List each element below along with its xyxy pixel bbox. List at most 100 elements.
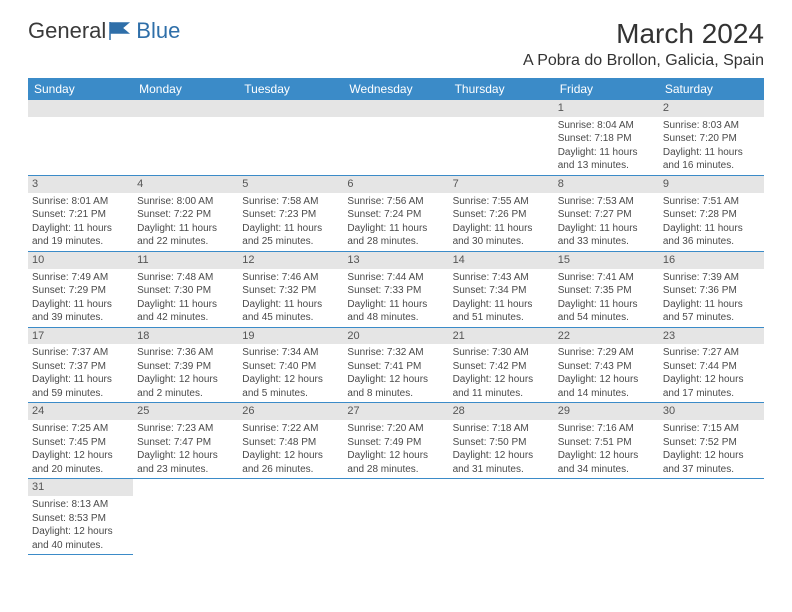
- daylight-line-1: Daylight: 11 hours: [558, 146, 655, 160]
- daylight-line-1: Daylight: 12 hours: [453, 373, 550, 387]
- calendar-cell: 29Sunrise: 7:16 AMSunset: 7:51 PMDayligh…: [554, 403, 659, 479]
- day-number: 1: [554, 100, 659, 117]
- calendar-cell: 18Sunrise: 7:36 AMSunset: 7:39 PMDayligh…: [133, 327, 238, 403]
- sunset-line: Sunset: 7:32 PM: [242, 284, 339, 298]
- calendar-row: 3Sunrise: 8:01 AMSunset: 7:21 PMDaylight…: [28, 175, 764, 251]
- sunset-line: Sunset: 7:37 PM: [32, 360, 129, 374]
- flag-icon: [108, 20, 136, 42]
- day-header: Tuesday: [238, 78, 343, 100]
- cell-content: Sunrise: 7:36 AMSunset: 7:39 PMDaylight:…: [133, 344, 238, 402]
- daylight-line-2: and 17 minutes.: [663, 387, 760, 401]
- sunrise-line: Sunrise: 8:01 AM: [32, 195, 129, 209]
- day-number: 8: [554, 176, 659, 193]
- cell-content: Sunrise: 7:18 AMSunset: 7:50 PMDaylight:…: [449, 420, 554, 478]
- calendar-cell: 30Sunrise: 7:15 AMSunset: 7:52 PMDayligh…: [659, 403, 764, 479]
- daylight-line-1: Daylight: 11 hours: [558, 298, 655, 312]
- daylight-line-1: Daylight: 11 hours: [663, 222, 760, 236]
- sunrise-line: Sunrise: 7:37 AM: [32, 346, 129, 360]
- daylight-line-2: and 2 minutes.: [137, 387, 234, 401]
- daylight-line-1: Daylight: 12 hours: [663, 373, 760, 387]
- calendar-row: 10 Sunrise: 7:49 AMSunset: 7:29 PM Dayligh…: [28, 251, 764, 327]
- daylight-line-1: Daylight: 11 hours: [453, 222, 550, 236]
- calendar-cell: 25Sunrise: 7:23 AMSunset: 7:47 PMDayligh…: [133, 403, 238, 479]
- calendar-row: 31Sunrise: 8:13 AMSunset: 8:53 PMDayligh…: [28, 479, 764, 555]
- daylight-line-2: and 42 minutes.: [137, 311, 234, 325]
- daylight-line-1: Daylight: 11 hours: [663, 298, 760, 312]
- sunrise-line: Sunrise: 7:49 AM: [32, 271, 129, 285]
- calendar-cell: 15Sunrise: 7:41 AMSunset: 7:35 PMDayligh…: [554, 251, 659, 327]
- daylight-line-2: and 45 minutes.: [242, 311, 339, 325]
- sunrise-line: Sunrise: 7:23 AM: [137, 422, 234, 436]
- sunrise-line: Sunrise: 7:53 AM: [558, 195, 655, 209]
- calendar-cell: 31Sunrise: 8:13 AMSunset: 8:53 PMDayligh…: [28, 479, 133, 555]
- sunrise-line: Sunrise: 7:25 AM: [32, 422, 129, 436]
- cell-content: Sunrise: 7:37 AMSunset: 7:37 PMDaylight:…: [28, 344, 133, 402]
- daylight-line-1: Daylight: 12 hours: [32, 525, 129, 539]
- sunrise-line: Sunrise: 7:41 AM: [558, 271, 655, 285]
- sunset-line: Sunset: 7:39 PM: [137, 360, 234, 374]
- sunset-line: Sunset: 7:43 PM: [558, 360, 655, 374]
- daylight-line-2: and 19 minutes.: [32, 235, 129, 249]
- cell-content: Sunrise: 7:34 AMSunset: 7:40 PMDaylight:…: [238, 344, 343, 402]
- cell-content: Sunrise: 8:04 AMSunset: 7:18 PMDaylight:…: [554, 117, 659, 175]
- sunrise-line: Sunrise: 7:27 AM: [663, 346, 760, 360]
- cell-content: Sunrise: 7:56 AMSunset: 7:24 PMDaylight:…: [343, 193, 448, 251]
- day-number: 10: [28, 252, 133, 269]
- cell-content: Sunrise: 7:46 AMSunset: 7:32 PMDaylight:…: [238, 269, 343, 327]
- sunset-line: Sunset: 7:29 PM: [32, 284, 129, 298]
- daylight-line-1: Daylight: 11 hours: [453, 298, 550, 312]
- cell-content: Sunrise: 7:55 AMSunset: 7:26 PMDaylight:…: [449, 193, 554, 251]
- day-header: Friday: [554, 78, 659, 100]
- daylight-line-1: Daylight: 12 hours: [347, 449, 444, 463]
- sunset-line: Sunset: 7:22 PM: [137, 208, 234, 222]
- day-number: 24: [28, 403, 133, 420]
- cell-content: Sunrise: 7:27 AMSunset: 7:44 PMDaylight:…: [659, 344, 764, 402]
- daylight-line-2: and 13 minutes.: [558, 159, 655, 173]
- sunrise-line: Sunrise: 8:00 AM: [137, 195, 234, 209]
- daylight-line-1: Daylight: 12 hours: [663, 449, 760, 463]
- calendar-cell: 11Sunrise: 7:48 AMSunset: 7:30 PMDayligh…: [133, 251, 238, 327]
- sunset-line: Sunset: 7:34 PM: [453, 284, 550, 298]
- cell-content: Sunrise: 8:01 AMSunset: 7:21 PMDaylight:…: [28, 193, 133, 251]
- cell-content: Sunrise: 7:22 AMSunset: 7:48 PMDaylight:…: [238, 420, 343, 478]
- calendar-cell: [449, 479, 554, 555]
- sunset-line: Sunset: 7:21 PM: [32, 208, 129, 222]
- sunset-line: Sunset: 7:23 PM: [242, 208, 339, 222]
- day-number-empty: [28, 100, 133, 117]
- day-header: Saturday: [659, 78, 764, 100]
- sunset-line: Sunset: 7:30 PM: [137, 284, 234, 298]
- day-number: 16: [659, 252, 764, 269]
- day-number-empty: [238, 100, 343, 117]
- day-number: 25: [133, 403, 238, 420]
- cell-content: Sunrise: 7:29 AMSunset: 7:43 PMDaylight:…: [554, 344, 659, 402]
- sunset-line: Sunset: 7:33 PM: [347, 284, 444, 298]
- calendar-cell: [238, 479, 343, 555]
- cell-content: Sunrise: 7:48 AMSunset: 7:30 PMDaylight:…: [133, 269, 238, 327]
- day-number: 21: [449, 328, 554, 345]
- day-number: 15: [554, 252, 659, 269]
- day-number: 13: [343, 252, 448, 269]
- daylight-line-1: Daylight: 11 hours: [347, 222, 444, 236]
- daylight-line-2: and 39 minutes.: [32, 311, 129, 325]
- daylight-line-1: Daylight: 12 hours: [242, 449, 339, 463]
- page-header: General Blue March 2024 A Pobra do Broll…: [28, 18, 764, 70]
- calendar-cell: 6Sunrise: 7:56 AMSunset: 7:24 PMDaylight…: [343, 175, 448, 251]
- sunset-line: Sunset: 7:20 PM: [663, 132, 760, 146]
- sunrise-line: Sunrise: 7:39 AM: [663, 271, 760, 285]
- sunrise-line: Sunrise: 8:04 AM: [558, 119, 655, 133]
- day-number-empty: [449, 100, 554, 117]
- day-number: 5: [238, 176, 343, 193]
- daylight-line-1: Daylight: 12 hours: [453, 449, 550, 463]
- sunrise-line: Sunrise: 7:46 AM: [242, 271, 339, 285]
- sunrise-line: Sunrise: 7:34 AM: [242, 346, 339, 360]
- cell-content: Sunrise: 7:39 AMSunset: 7:36 PMDaylight:…: [659, 269, 764, 327]
- sunset-line: Sunset: 7:42 PM: [453, 360, 550, 374]
- cell-content: Sunrise: 7:53 AMSunset: 7:27 PMDaylight:…: [554, 193, 659, 251]
- calendar-cell: [659, 479, 764, 555]
- calendar-cell: [133, 479, 238, 555]
- cell-content: Sunrise: 7:44 AMSunset: 7:33 PMDaylight:…: [343, 269, 448, 327]
- sunset-line: Sunset: 7:41 PM: [347, 360, 444, 374]
- daylight-line-1: Daylight: 11 hours: [32, 222, 129, 236]
- daylight-line-1: Daylight: 12 hours: [137, 373, 234, 387]
- sunrise-line: Sunrise: 8:03 AM: [663, 119, 760, 133]
